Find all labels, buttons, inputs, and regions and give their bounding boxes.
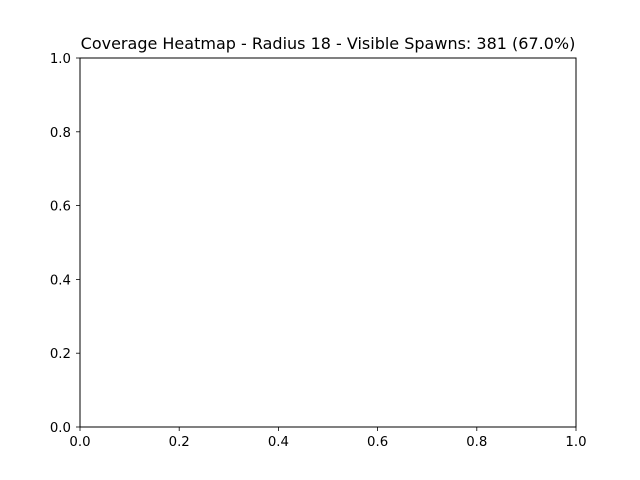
- x-tick-label: 0.2: [169, 435, 190, 450]
- y-tick-label: 0.2: [50, 347, 71, 362]
- y-tick-label: 0.0: [50, 421, 71, 436]
- y-tick-label: 1.0: [50, 52, 71, 67]
- axes-group: 0.0 0.2 0.4 0.6 0.8 1.0 0.0 0.2 0.4 0.6 0.8 1.0: [50, 52, 587, 450]
- x-tick-label: 0.8: [466, 435, 487, 450]
- x-tick-label: 1.0: [565, 435, 586, 450]
- chart-title: Coverage Heatmap - Radius 18 - Visible S…: [81, 34, 576, 53]
- x-tick-label: 0.0: [69, 435, 90, 450]
- x-tick-label: 0.4: [268, 435, 289, 450]
- x-tick-label: 0.6: [367, 435, 388, 450]
- y-tick-label: 0.6: [50, 200, 71, 215]
- y-tick-label: 0.4: [50, 273, 71, 288]
- y-tick-label: 0.8: [50, 126, 71, 141]
- plot-frame: [79, 57, 577, 428]
